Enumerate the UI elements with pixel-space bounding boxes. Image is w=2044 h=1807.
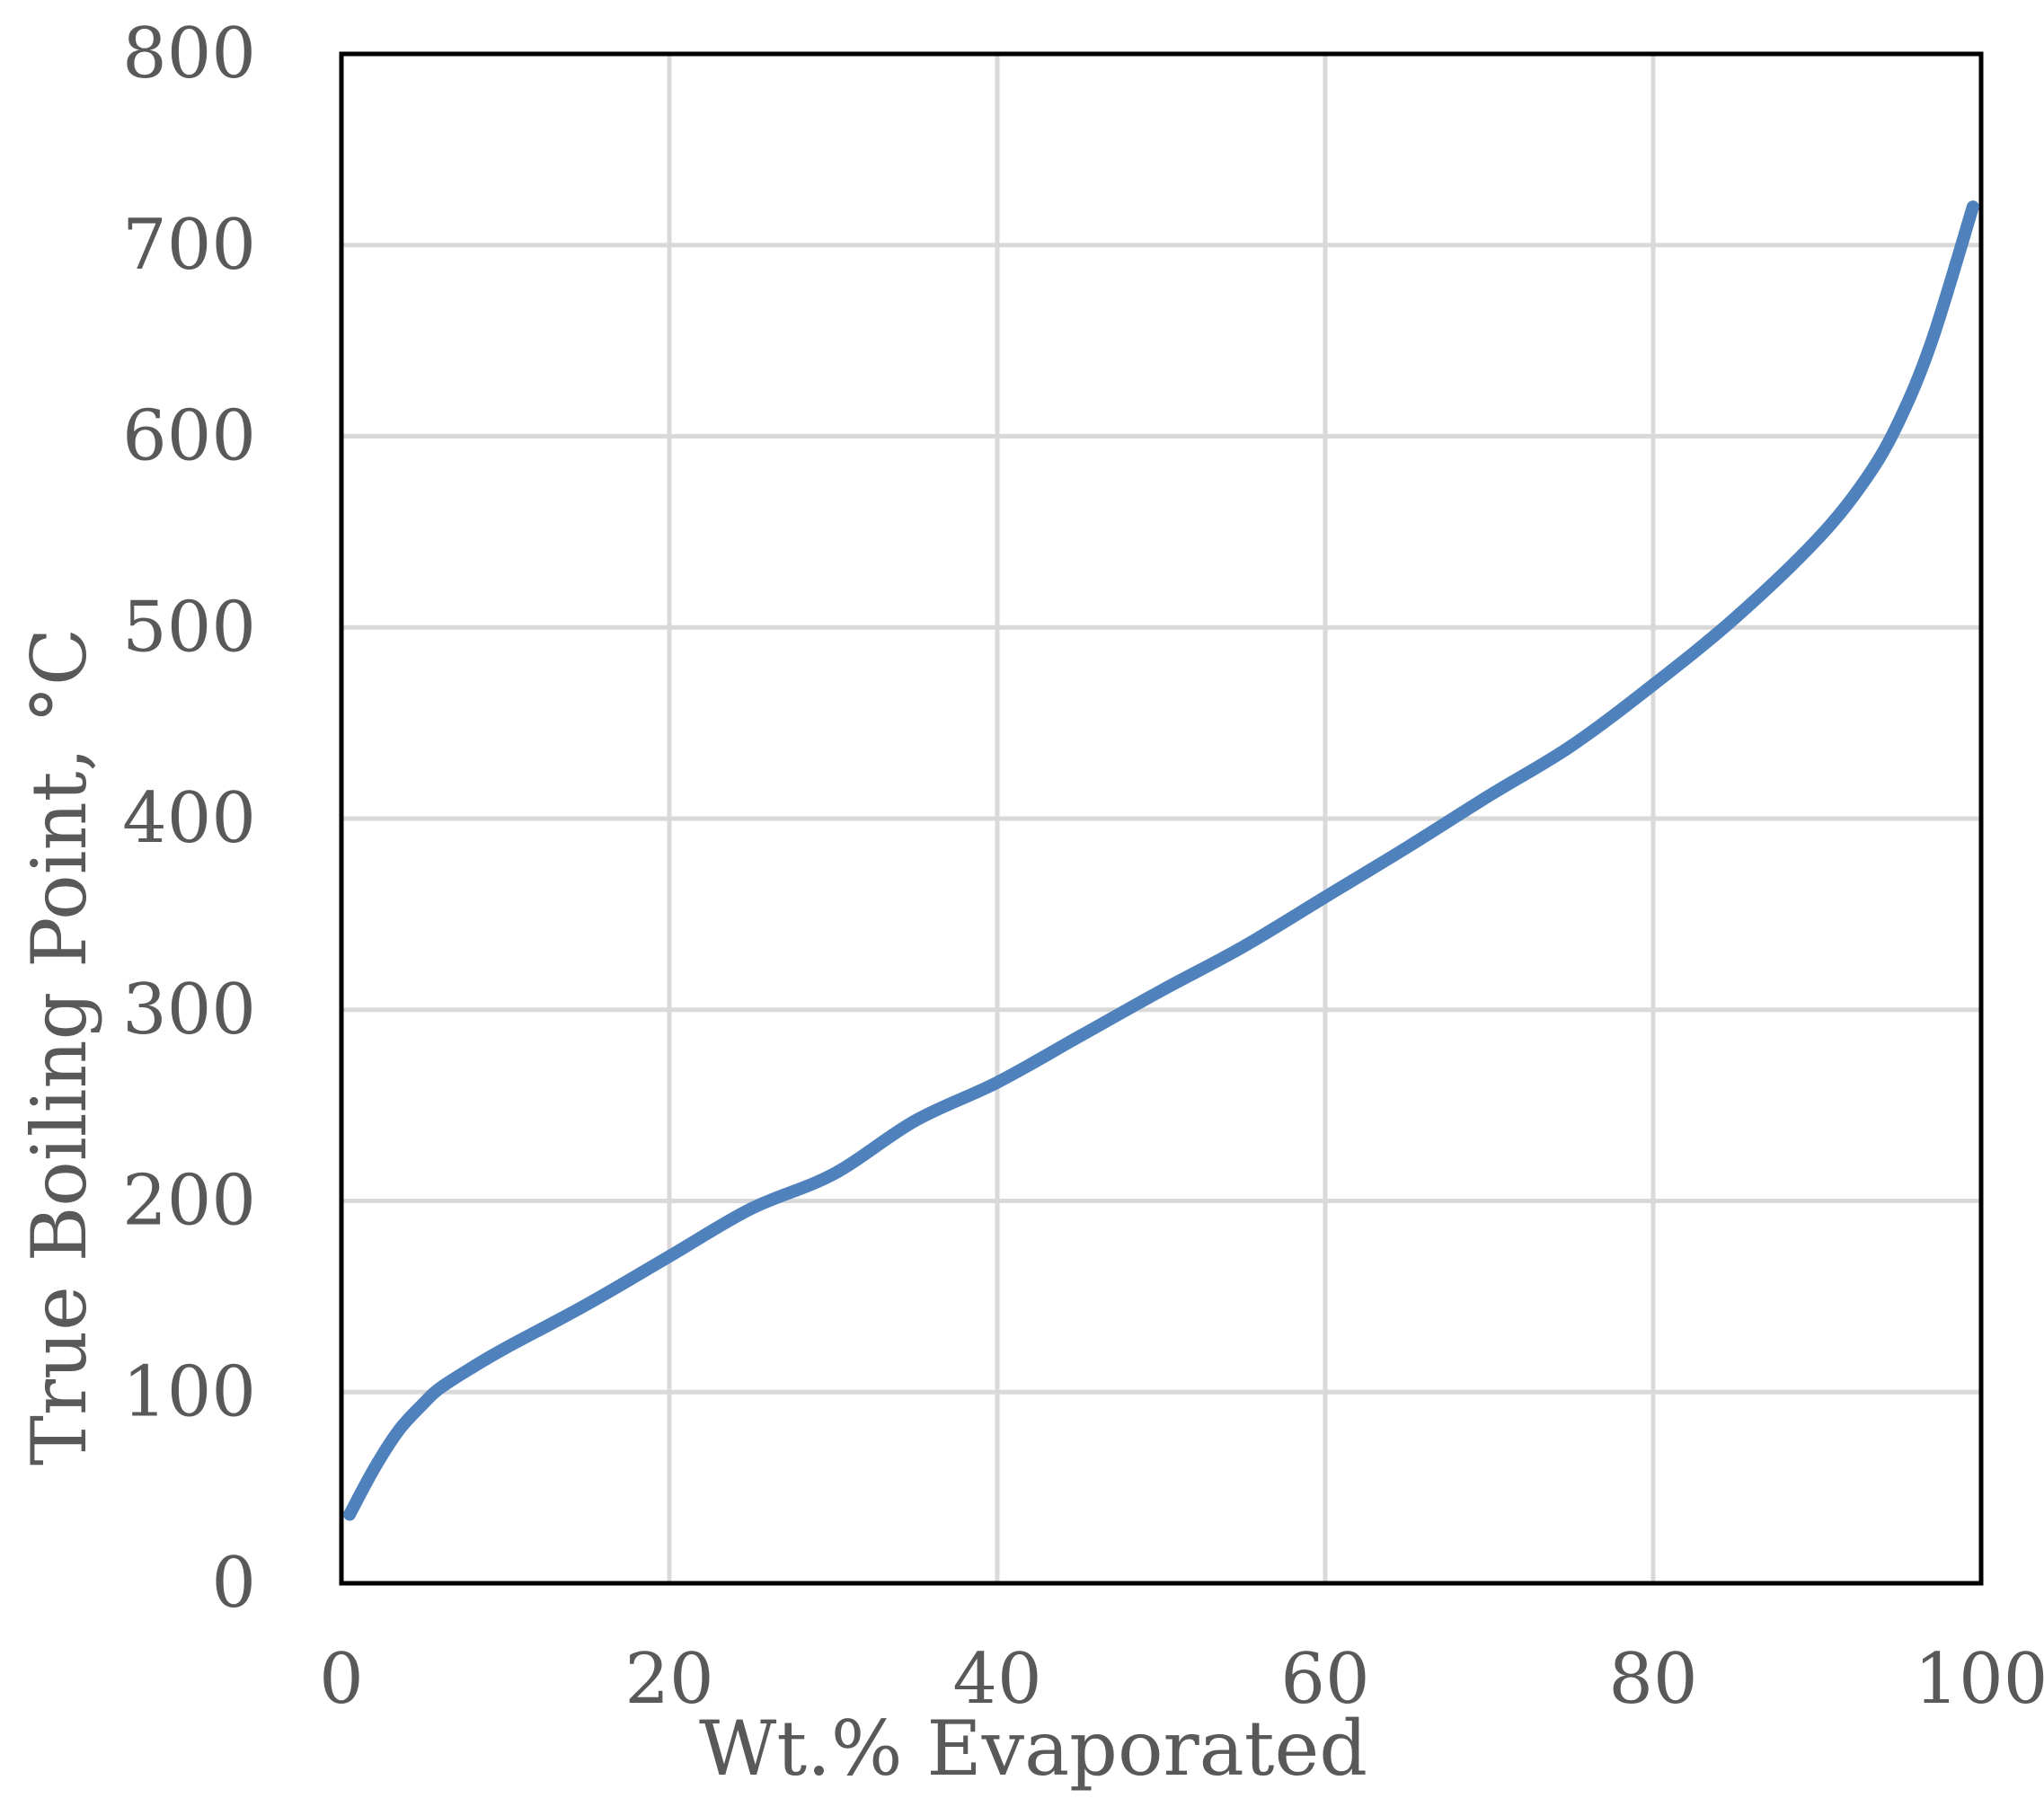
x-tick-labels: 0 20 40 60 80 100 [319, 1639, 2044, 1720]
y-tick-label: 300 [122, 970, 256, 1050]
series-line [343, 200, 1979, 1521]
x-tick-label: 40 [952, 1639, 1041, 1720]
y-axis-title: True Boiling Point, °C [15, 628, 103, 1466]
x-tick-label: 0 [319, 1639, 364, 1720]
x-tick-label: 80 [1608, 1639, 1697, 1720]
series-layer [343, 200, 1979, 1521]
y-tick-label: 700 [122, 205, 256, 286]
y-tick-label: 800 [122, 13, 256, 94]
y-tick-label: 500 [122, 587, 256, 668]
y-tick-label: 200 [122, 1161, 256, 1242]
y-tick-label: 100 [122, 1351, 256, 1432]
y-tick-label: 0 [211, 1543, 256, 1624]
x-tick-label: 100 [1915, 1639, 2044, 1720]
y-tick-labels: 0 100 200 300 400 500 600 700 800 [122, 13, 256, 1624]
plot-frame [339, 51, 1984, 1586]
gridlines [339, 51, 1984, 1586]
y-tick-label: 600 [122, 396, 256, 477]
x-tick-label: 60 [1280, 1639, 1369, 1720]
x-tick-label: 20 [624, 1639, 713, 1720]
y-tick-label: 400 [122, 778, 256, 859]
x-axis-title: Wt.% Evaporated [699, 1705, 1367, 1793]
